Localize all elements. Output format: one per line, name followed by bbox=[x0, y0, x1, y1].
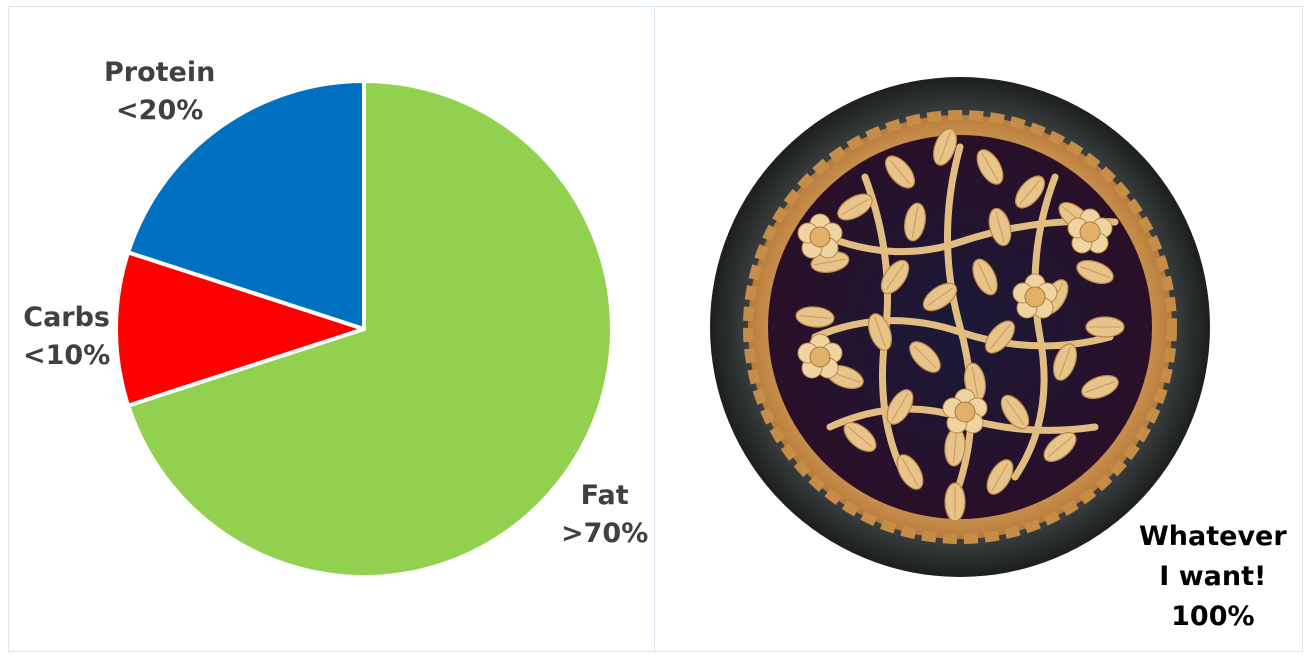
protein-label-value: <20% bbox=[116, 95, 204, 126]
caption-line-1: Whatever bbox=[1139, 521, 1287, 552]
carbs-label-name: Carbs bbox=[23, 302, 110, 333]
pie-slice-fat bbox=[126, 79, 614, 579]
macro-pie-chart bbox=[114, 79, 614, 579]
protein-label: Protein <20% bbox=[104, 54, 215, 130]
caption-line-3: 100% bbox=[1171, 601, 1255, 632]
carbs-label: Carbs <10% bbox=[23, 299, 110, 375]
macro-pie-chart-panel: Protein <20% Carbs <10% Fat >70% bbox=[8, 6, 655, 652]
fat-label-value: >70% bbox=[561, 518, 649, 549]
protein-label-name: Protein bbox=[104, 57, 216, 88]
pie-photo-panel: Whatever I want! 100% bbox=[654, 6, 1303, 652]
pie-slice-carbs bbox=[114, 250, 366, 408]
carbs-label-value: <10% bbox=[23, 340, 111, 371]
berry-pie-image bbox=[710, 77, 1210, 577]
pie-caption: Whatever I want! 100% bbox=[1139, 517, 1287, 637]
fat-label: Fat >70% bbox=[561, 477, 648, 553]
fat-label-name: Fat bbox=[580, 480, 629, 511]
caption-line-2: I want! bbox=[1159, 561, 1267, 592]
braided-edge bbox=[743, 110, 1177, 544]
pie-slice-protein bbox=[126, 79, 366, 331]
